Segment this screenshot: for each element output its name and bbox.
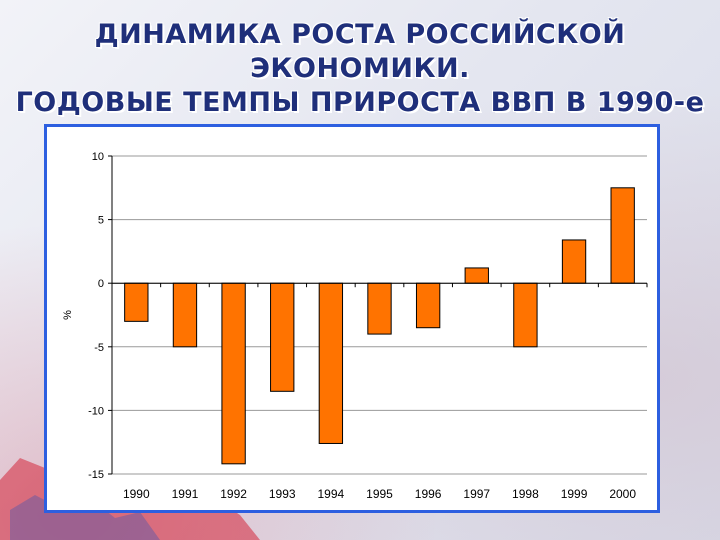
x-tick-label: 1999 [561,487,588,501]
bar-1994 [318,282,344,444]
bar-2000 [610,187,635,284]
x-tick-label: 1992 [220,487,247,501]
y-axis-label: % [62,310,74,320]
bar-1998 [513,282,538,348]
y-tick-label: -15 [88,469,104,481]
gdp-growth-bar-chart: 10 5 0 -5 -10 -15% 1990 1991 1992 1993 1994 1995 199… [62,151,648,501]
y-tick-label: 5 [98,215,104,227]
slide-title: ДИНАМИКА РОСТА РОССИЙСКОЙ ЭКОНОМИКИ. ГОД… [0,18,720,154]
bar-1993 [270,282,295,392]
x-tick-label: 2000 [609,487,636,501]
chart-frame: 10 5 0 -5 -10 -15% 1990 1991 1992 1993 1994 1995 199… [44,124,660,513]
x-tick-label: 1994 [318,487,345,501]
x-tick-label: 1990 [123,487,150,501]
y-tick-label: 0 [98,278,104,290]
bar-1992 [221,282,246,465]
bar-1990 [124,282,149,322]
x-tick-label: 1996 [415,487,442,501]
x-tick-label: 1993 [269,487,296,501]
x-tick-label: 1997 [463,487,490,501]
x-tick-label: 1991 [172,487,199,501]
bar-1991 [172,282,198,348]
x-tick-label: 1995 [366,487,393,501]
title-line-1: ДИНАМИКА РОСТА РОССИЙСКОЙ ЭКОНОМИКИ. [94,19,626,84]
bar-1999 [561,239,587,284]
y-tick-label: -10 [88,405,104,417]
y-tick-label: 10 [92,151,104,163]
bar-1996 [415,282,441,329]
bar-1997 [464,267,489,284]
x-tick-label: 1998 [512,487,539,501]
y-tick-label: -5 [94,342,104,354]
bar-1995 [367,282,392,335]
